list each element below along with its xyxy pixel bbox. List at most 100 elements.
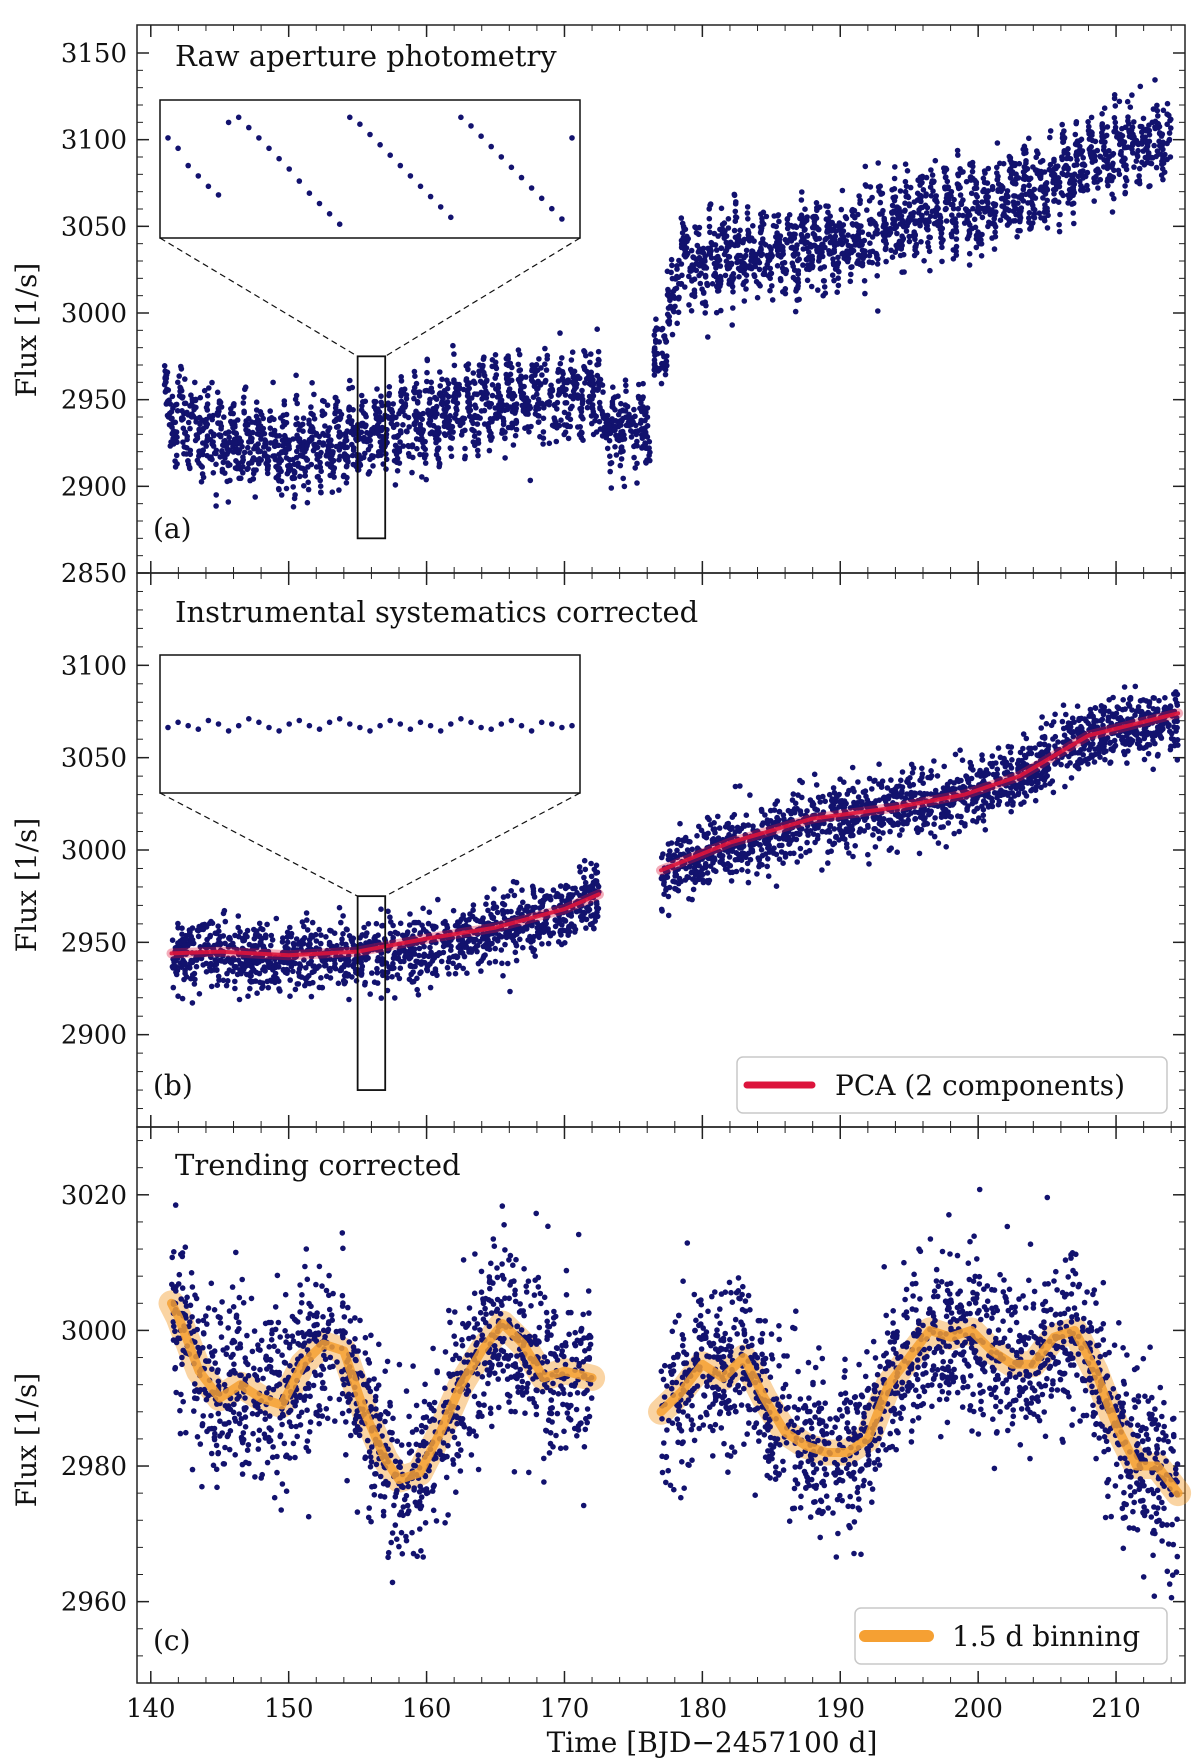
panel-a-inset-point [468, 123, 474, 129]
panel-b-point [243, 971, 250, 978]
panel-a-point [563, 422, 570, 428]
panel-a-point [541, 405, 547, 411]
panel-a-inset-point [225, 119, 232, 126]
panel-a-point [291, 461, 298, 468]
panel-a-point [515, 347, 522, 353]
panel-a-point [252, 494, 258, 500]
panel-a-point [804, 277, 811, 284]
panel-a-point [313, 464, 320, 470]
panel-a-point [729, 241, 736, 248]
panel-a-point [264, 470, 271, 477]
panel-a-point [604, 412, 611, 419]
panel-a-point [979, 214, 986, 221]
panel-a-point [226, 434, 232, 441]
panel-a-point [723, 258, 730, 265]
panel-a-point [489, 392, 496, 399]
panel-a-point [307, 428, 314, 435]
panel-a-point [726, 254, 733, 260]
panel-a-point [216, 400, 223, 406]
panel-a-point [369, 426, 375, 433]
panel-a-point [578, 429, 585, 436]
panel-a-point [623, 388, 629, 395]
panel-a-point [270, 453, 276, 459]
panel-a-point [185, 458, 191, 464]
panel-a-point [867, 184, 874, 190]
panel-a-point [899, 217, 906, 224]
panel-b-point [226, 967, 233, 973]
panel-a-point [414, 398, 421, 405]
panel-a-inset-point [306, 190, 313, 196]
panel-a-point [922, 217, 929, 223]
panel-b-point [213, 961, 220, 968]
panel-a-point [1070, 210, 1076, 216]
panel-a-point [664, 311, 671, 318]
panel-a-point [814, 205, 820, 211]
panel-a-point [433, 439, 439, 446]
panel-a-point [816, 255, 823, 262]
panel-b-point [456, 919, 463, 925]
panel-a-point [481, 421, 488, 427]
panel-a-point [957, 192, 964, 198]
panel-a-point [866, 198, 873, 204]
panel-a-point [943, 206, 949, 212]
panel-a-point [606, 422, 612, 429]
panel-a-point [365, 471, 372, 477]
panel-a-point [433, 435, 439, 442]
panel-a-point [966, 262, 973, 268]
panel-a-point [185, 419, 192, 426]
panel-a-point [642, 431, 649, 438]
panel-a-point [1143, 128, 1149, 134]
panel-a-point [1000, 203, 1007, 209]
panel-a-point [454, 407, 460, 414]
panel-b-point [450, 960, 456, 967]
panel-a-point [394, 468, 401, 474]
panel-a-point [535, 405, 542, 412]
panel-a-point [623, 382, 629, 389]
panel-a-point [600, 389, 606, 395]
panel-b-point [530, 885, 537, 892]
panel-a-point [730, 305, 736, 311]
panel-a-point [954, 147, 961, 154]
panel-a-point [994, 170, 1000, 176]
panel-a-point [1005, 216, 1012, 222]
panel-a-point [468, 414, 475, 420]
panel-a-point [331, 474, 337, 480]
panel-a-point [839, 187, 846, 194]
panel-a-point [904, 193, 911, 199]
panel-b-point [502, 941, 508, 948]
panel-a-point [1137, 83, 1144, 90]
panel-a-point [612, 444, 618, 450]
panel-a-point [433, 403, 440, 410]
panel-a-point [308, 461, 315, 468]
panel-a-point [270, 431, 276, 438]
panel-a-point [793, 246, 800, 252]
panel-a-point [903, 183, 910, 190]
panel-a-point [481, 381, 488, 388]
panel-a-point [245, 465, 251, 472]
panel-a-point [786, 212, 793, 218]
panel-a-point [390, 401, 397, 407]
panel-a-point [169, 393, 176, 400]
panel-a-point [1017, 217, 1023, 223]
panel-a-point [310, 447, 317, 454]
panel-a-point [630, 419, 636, 425]
panel-a-point [843, 257, 850, 263]
panel-a-point [889, 254, 896, 260]
panel-a-point [411, 421, 418, 428]
panel-b-ytick-label: 3000 [61, 836, 127, 866]
panel-a-point [646, 438, 653, 445]
panel-a-point [607, 468, 613, 475]
panel-a-point [593, 413, 599, 420]
panel-a-point [978, 253, 985, 259]
panel-a-point [1160, 176, 1166, 183]
panel-a-point [675, 309, 682, 316]
panel-a-point [743, 247, 750, 254]
panel-a-point [378, 439, 384, 445]
panel-a-point [867, 240, 873, 246]
panel-a-point [165, 387, 172, 393]
panel-a-point [489, 382, 496, 388]
panel-a-point [428, 379, 435, 386]
panel-a-point [928, 193, 935, 199]
panel-a-point [693, 261, 699, 267]
panel-a-point [512, 432, 519, 439]
